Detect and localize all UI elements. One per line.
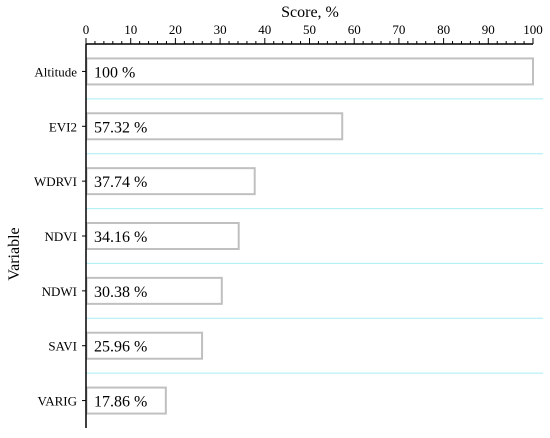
- x-tick-label: 50: [303, 22, 316, 37]
- category-label: NDWI: [42, 284, 77, 299]
- x-tick-label: 10: [124, 22, 137, 37]
- x-axis-label: Score, %: [281, 4, 339, 21]
- category-label: NDVI: [45, 229, 78, 244]
- data-label: 57.32 %: [94, 119, 147, 136]
- x-tick-label: 80: [437, 22, 450, 37]
- data-label: 25.96 %: [94, 339, 147, 356]
- category-label: Altitude: [34, 64, 77, 79]
- data-label: 34.16 %: [94, 229, 147, 246]
- x-tick-label: 60: [348, 22, 361, 37]
- x-tick-label: 0: [83, 22, 90, 37]
- bar-altitude: [85, 57, 534, 86]
- data-label: 17.86 %: [94, 394, 147, 411]
- data-label: 30.38 %: [94, 284, 147, 301]
- bar-evi2: [85, 112, 344, 141]
- bar-ndwi: [85, 276, 223, 305]
- bar-varig: [85, 386, 167, 415]
- x-tick-label: 20: [169, 22, 182, 37]
- bar-ndvi: [85, 222, 240, 250]
- y-axis-label: Variable: [6, 227, 23, 280]
- bars: 100 % 57.32 % 37.74 % 34.16 % 30.38 % 25.96 %…: [85, 57, 534, 415]
- x-tick-label: 70: [392, 22, 405, 37]
- x-tick-label: 30: [214, 22, 227, 37]
- x-tick-label: 100: [523, 22, 543, 37]
- category-label: SAVI: [48, 339, 77, 354]
- x-tick-label: 90: [482, 22, 495, 37]
- category-label: WDRVI: [34, 174, 77, 189]
- data-label: 37.74 %: [94, 174, 147, 191]
- x-tick-label: 40: [258, 22, 271, 37]
- data-label: 100 %: [94, 64, 135, 81]
- category-label: VARIG: [38, 394, 78, 409]
- category-label: EVI2: [49, 119, 77, 134]
- axes: Altitude EVI2 WDRVI NDVI NDWI SAVI VARIG 0 10 20 3…: [34, 22, 543, 428]
- grid-lines: [86, 98, 543, 374]
